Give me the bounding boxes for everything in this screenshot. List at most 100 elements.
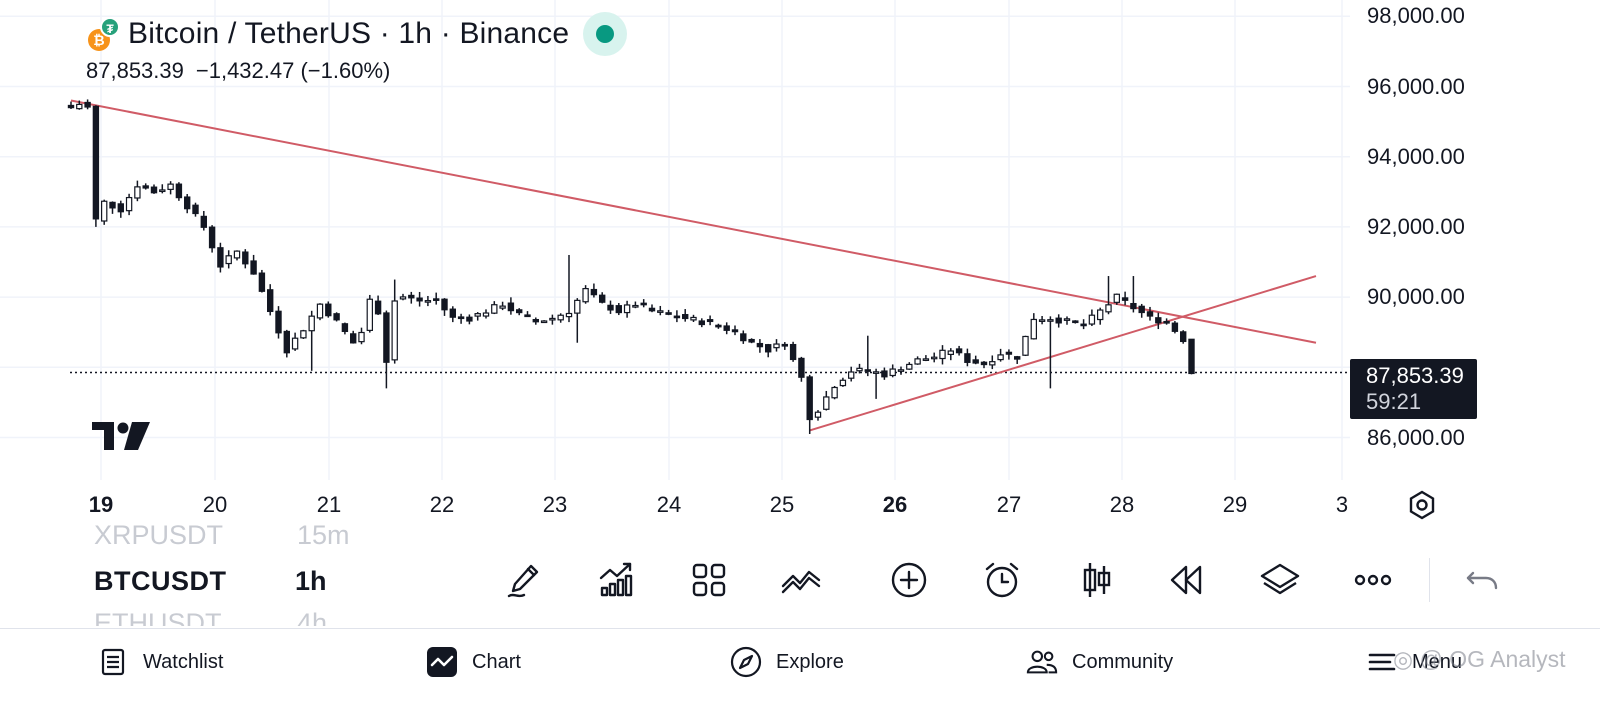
candle [67, 101, 75, 109]
more-button[interactable] [1353, 560, 1393, 600]
candle [433, 292, 440, 305]
candle [955, 345, 963, 356]
ascending-support-trendline[interactable] [809, 275, 1317, 432]
watchlist-next-interval: 4h [297, 608, 328, 626]
compare-button[interactable] [781, 560, 821, 600]
candle [657, 305, 664, 316]
candle [989, 355, 996, 370]
candles-icon [1083, 563, 1111, 597]
candle [208, 225, 216, 253]
candle [1013, 355, 1021, 364]
candle [914, 356, 921, 365]
time-axis-label: 23 [542, 492, 568, 517]
undo-button[interactable] [1462, 560, 1502, 600]
candle [441, 298, 448, 316]
watchlist-next-symbol[interactable]: ETHUSDT [94, 608, 222, 626]
candle [756, 339, 764, 353]
symbol-legend[interactable]: ₿ ₮ Bitcoin / TetherUS · 1h · Binance 87… [86, 12, 628, 84]
watchlist-prev-symbol[interactable]: XRPUSDT [94, 520, 224, 548]
market-open-indicator[interactable] [583, 12, 628, 56]
indicators-icon [599, 562, 633, 597]
drawing-tool-button[interactable] [504, 560, 544, 600]
chart-grid [0, 0, 1350, 480]
candle [972, 355, 979, 365]
candle [872, 368, 880, 399]
candle [881, 367, 888, 380]
objects-tree-button[interactable] [1260, 560, 1300, 600]
price-change-value: −1,432.47 (−1.60%) [195, 58, 391, 83]
nav-explore-label: Explore [776, 650, 844, 673]
hamburger-icon [1366, 646, 1398, 678]
candle [864, 335, 872, 377]
candle [748, 338, 755, 344]
candle [142, 183, 149, 190]
chart-type-button[interactable] [1077, 560, 1117, 600]
price-axis-label: 90,000.00 [1367, 284, 1465, 310]
candle [648, 304, 656, 313]
candle [233, 250, 241, 261]
candle [1171, 321, 1179, 334]
candle [764, 343, 772, 358]
last-price-badge-value: 87,853.39 [1366, 363, 1464, 388]
candle [1179, 330, 1187, 344]
candle [698, 318, 706, 328]
time-axis-label: 29 [1222, 492, 1248, 517]
tether-icon: ₮ [100, 17, 120, 37]
watchlist-prev-interval: 15m [297, 520, 350, 548]
nav-watchlist[interactable]: Watchlist [97, 645, 223, 679]
nav-explore[interactable]: Explore [730, 645, 844, 679]
layout-button[interactable] [689, 560, 729, 600]
symbol-title[interactable]: Bitcoin / TetherUS · 1h · Binance [128, 17, 570, 50]
alert-button[interactable] [982, 560, 1022, 600]
alarm-clock-icon [985, 562, 1019, 598]
candle [1063, 316, 1071, 325]
descending-resistance-trendline[interactable] [70, 99, 1317, 344]
candle [598, 292, 606, 304]
candle [1080, 319, 1087, 330]
nav-menu[interactable]: Menu [1366, 645, 1462, 679]
add-button[interactable] [889, 560, 929, 600]
candle [798, 356, 805, 382]
nav-watchlist-label: Watchlist [143, 650, 224, 673]
chart-settings-button[interactable] [1406, 489, 1438, 521]
watchlist-current-symbol[interactable]: BTCUSDT [94, 566, 227, 596]
candle [806, 374, 813, 434]
candle [980, 361, 988, 369]
candle [1163, 318, 1170, 325]
candle [192, 202, 199, 217]
candle [839, 377, 847, 387]
candle [557, 313, 564, 323]
candle [175, 182, 183, 201]
candle [1188, 338, 1195, 375]
indicators-button[interactable] [596, 560, 636, 600]
candle [590, 283, 598, 298]
candle [574, 298, 581, 343]
toolbar-divider [1429, 558, 1430, 602]
price-chart[interactable] [0, 0, 1600, 480]
candle [283, 329, 291, 358]
candle [1047, 316, 1054, 389]
candle [466, 314, 473, 325]
candle [125, 193, 133, 216]
candle [507, 297, 515, 315]
candle [640, 299, 647, 308]
candle [607, 300, 614, 314]
time-axis-label: 24 [656, 492, 682, 517]
watchlist-current-interval[interactable]: 1h [295, 566, 327, 596]
candle [350, 330, 357, 344]
candle [1146, 306, 1154, 321]
candle [167, 181, 174, 195]
candle [773, 339, 780, 352]
candle [615, 302, 623, 316]
candle [416, 291, 423, 307]
nav-community[interactable]: Community [1026, 645, 1173, 679]
candle [906, 362, 913, 370]
candle [856, 363, 863, 374]
candle [681, 309, 689, 322]
candle [1088, 309, 1096, 327]
trendlines[interactable] [70, 99, 1317, 432]
replay-button[interactable] [1168, 560, 1208, 600]
nav-chart[interactable]: Chart [426, 645, 521, 679]
candle [1022, 335, 1029, 357]
price-change-readout: 87,853.39 −1,432.47 (−1.60%) [86, 58, 627, 84]
